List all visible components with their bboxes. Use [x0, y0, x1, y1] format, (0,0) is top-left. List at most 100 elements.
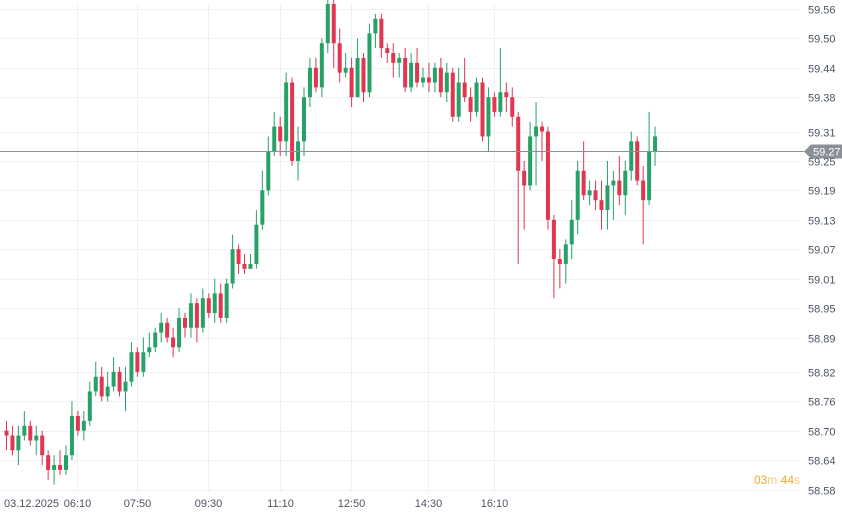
candle-body — [492, 97, 497, 112]
candle — [373, 13, 378, 49]
candle-body — [135, 352, 140, 372]
candle — [462, 57, 467, 103]
candle-body — [58, 465, 63, 470]
candle — [123, 366, 128, 412]
x-axis: 03.12.2025 06:10 07:50 09:30 11:10 12:50 14:30… — [4, 498, 508, 510]
candle — [307, 57, 312, 107]
countdown-seconds-unit: s — [794, 473, 800, 487]
candle-body — [177, 317, 182, 348]
candle-body — [111, 371, 116, 387]
candle-body — [46, 455, 51, 470]
candle-body — [16, 435, 21, 451]
candle — [129, 342, 134, 387]
candle — [248, 254, 253, 269]
candle-body — [278, 126, 283, 142]
y-tick-label: 59.50 — [808, 34, 836, 46]
candle — [153, 327, 158, 353]
y-tick-label: 58.76 — [808, 397, 836, 409]
y-axis: 59.56 59.50 59.44 59.38 59.31 59.25 59.19 59.13… — [808, 5, 836, 498]
candle — [379, 13, 384, 58]
candle-body — [313, 67, 318, 88]
candle-body — [641, 180, 646, 201]
candle — [117, 366, 122, 397]
candle — [141, 337, 146, 377]
candle — [450, 67, 455, 122]
candle — [563, 239, 568, 284]
y-tick-label: 58.64 — [808, 456, 836, 468]
candle-body — [480, 82, 485, 137]
candle-body — [242, 263, 247, 269]
candle — [557, 249, 562, 289]
y-tick-label: 59.31 — [808, 128, 836, 140]
candle-body — [581, 170, 586, 196]
candle-body — [325, 4, 330, 44]
candle-body — [528, 136, 533, 186]
candle-body — [22, 425, 27, 436]
candle — [391, 43, 396, 78]
candle-body — [647, 151, 652, 201]
candle-body — [438, 67, 443, 93]
candles — [4, 0, 658, 485]
candle-body — [99, 376, 104, 397]
candle — [426, 62, 431, 93]
candle — [319, 38, 324, 98]
x-tick-label: 12:50 — [338, 498, 366, 510]
candle — [105, 371, 110, 402]
y-tick-label: 58.89 — [808, 334, 836, 346]
candle — [260, 170, 265, 230]
countdown-minutes-unit: m — [767, 473, 778, 487]
candle — [206, 293, 211, 318]
y-tick-label: 59.01 — [808, 275, 836, 287]
candle-body — [551, 219, 556, 260]
candle-body — [87, 391, 92, 421]
candle — [635, 136, 640, 186]
candle — [653, 126, 658, 166]
x-tick-label: 11:10 — [267, 498, 294, 510]
candle-body — [153, 332, 158, 348]
candle — [629, 131, 634, 181]
candle — [551, 214, 556, 299]
candle-body — [367, 33, 372, 93]
candle — [337, 28, 342, 83]
candle — [593, 180, 598, 210]
candle — [623, 160, 628, 215]
candle — [504, 82, 509, 112]
candle-body — [421, 77, 425, 83]
candle — [403, 48, 408, 93]
candle — [16, 425, 21, 466]
candle — [99, 366, 104, 402]
candle-body — [474, 82, 479, 112]
current-price-line: 59.27 — [0, 144, 842, 159]
candle — [87, 381, 92, 426]
grid-lines — [0, 4, 800, 492]
candle — [474, 77, 479, 117]
candle-body — [599, 200, 604, 210]
candle-body — [212, 293, 217, 313]
candle-body — [409, 62, 414, 88]
candle-body — [605, 185, 610, 210]
candle-body — [266, 151, 271, 191]
candle — [468, 87, 473, 122]
candle — [480, 77, 485, 142]
candle — [183, 312, 187, 338]
candle — [516, 111, 521, 264]
candle-body — [349, 67, 354, 98]
candle-body — [331, 4, 336, 44]
y-tick-label: 59.25 — [808, 157, 836, 169]
candle — [69, 401, 74, 461]
candle-body — [117, 371, 122, 392]
candle-body — [4, 430, 9, 436]
candle — [177, 308, 182, 353]
candle — [355, 38, 360, 98]
candle — [218, 283, 223, 323]
candle — [587, 180, 592, 206]
candle — [498, 48, 503, 117]
candle-body — [34, 435, 39, 441]
candle-body — [10, 435, 15, 451]
candle-body — [260, 190, 265, 225]
candle — [415, 48, 420, 88]
candle — [438, 57, 443, 98]
candle-body — [462, 82, 467, 98]
candle-body — [569, 219, 574, 245]
